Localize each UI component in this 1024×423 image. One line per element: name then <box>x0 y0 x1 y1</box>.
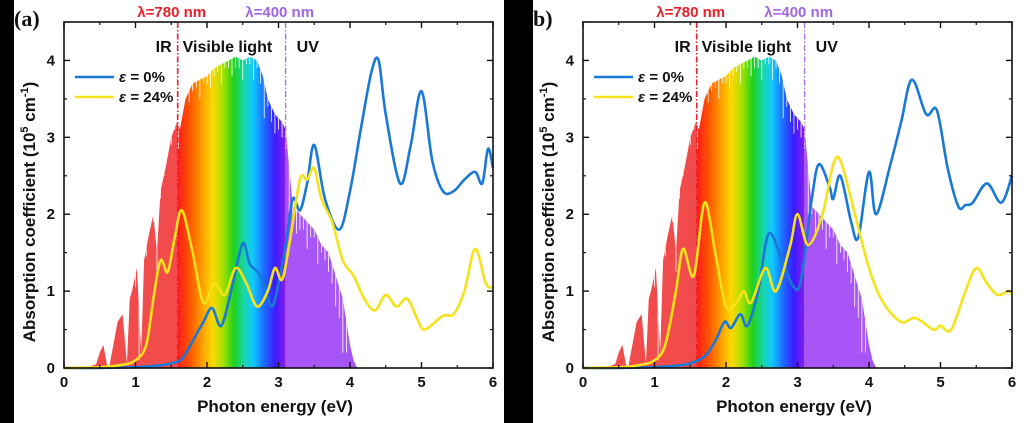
x-tick-label: 3 <box>274 374 282 391</box>
y-tick-label: 2 <box>566 206 574 223</box>
x-tick-label: 5 <box>936 374 944 391</box>
visible-region-label: Visible light <box>183 39 273 56</box>
panel-b: λ=780 nm λ=400 nm IR Visible light UV 0 1 2 3 4 5 6… <box>533 0 1024 423</box>
panel-label: (a) <box>14 6 40 31</box>
x-tick-label: 6 <box>1008 374 1016 391</box>
y-tick-label: 2 <box>47 206 55 223</box>
ir-region-label: IR <box>675 39 691 56</box>
chart-b-svg: λ=780 nm λ=400 nm IR Visible light UV 0 1 2 3 4 5 6… <box>533 4 1016 416</box>
wavelength-780-label: λ=780 nm <box>137 4 206 21</box>
y-tick-label: 1 <box>47 283 55 300</box>
wavelength-400-label: λ=400 nm <box>764 4 833 21</box>
spectrum-uv-region <box>804 56 877 368</box>
y-tick-label: 3 <box>47 129 55 146</box>
panel-a: λ=780 nm λ=400 nm IR Visible light UV 0 1 2 3 4 5 6… <box>14 0 504 423</box>
legend: ε = 0% ε = 24% <box>75 69 173 106</box>
x-tick-label: 2 <box>722 374 730 391</box>
x-tick-label: 3 <box>793 374 801 391</box>
y-tick-label: 4 <box>47 52 56 69</box>
spectrum-visible-region <box>177 56 286 368</box>
y-tick-label: 1 <box>566 283 574 300</box>
x-tick-label: 0 <box>579 374 587 391</box>
uv-region-label: UV <box>816 39 839 56</box>
chart-a-svg: λ=780 nm λ=400 nm IR Visible light UV 0 1 2 3 4 5 6… <box>14 4 497 416</box>
x-tick-label: 0 <box>60 374 68 391</box>
legend: ε = 0% ε = 24% <box>594 69 692 106</box>
x-tick-label: 4 <box>346 374 355 391</box>
series-eps-24-line <box>63 166 494 370</box>
series-eps-0-line <box>63 56 495 370</box>
legend-label-eps-0: ε = 0% <box>638 69 684 86</box>
x-axis-title: Photon energy (eV) <box>197 397 353 416</box>
y-tick-label: 4 <box>566 52 575 69</box>
wavelength-400-label: λ=400 nm <box>245 4 314 21</box>
x-tick-label: 5 <box>417 374 425 391</box>
x-tick-label: 2 <box>203 374 211 391</box>
x-tick-label: 1 <box>650 374 658 391</box>
y-axis-title: Absorption coefficient (105 cm-1) <box>19 82 39 343</box>
legend-label-eps-0: ε = 0% <box>119 69 165 86</box>
spectrum-uv-region <box>285 56 358 368</box>
wavelength-780-label: λ=780 nm <box>656 4 725 21</box>
x-tick-label: 1 <box>131 374 139 391</box>
y-axis-title: Absorption coefficient (105 cm-1) <box>538 82 558 343</box>
y-tick-label: 0 <box>566 360 574 377</box>
x-tick-label: 4 <box>865 374 874 391</box>
legend-label-eps-24: ε = 24% <box>119 89 173 106</box>
ir-region-label: IR <box>156 39 172 56</box>
panel-label: b) <box>533 6 553 31</box>
series-eps-24-line <box>582 155 1014 370</box>
visible-region-label: Visible light <box>702 39 792 56</box>
y-tick-label: 3 <box>566 129 574 146</box>
x-axis-title: Photon energy (eV) <box>716 397 872 416</box>
uv-region-label: UV <box>297 39 320 56</box>
y-tick-label: 0 <box>47 360 55 377</box>
x-tick-label: 6 <box>489 374 497 391</box>
legend-label-eps-24: ε = 24% <box>638 89 692 106</box>
